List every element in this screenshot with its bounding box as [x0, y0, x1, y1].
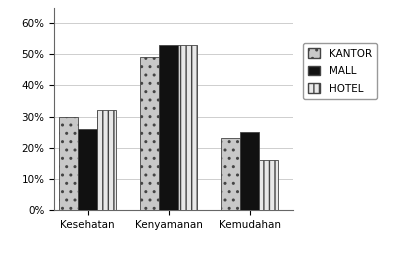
Bar	[159, 45, 178, 210]
Legend: KANTOR, MALL, HOTEL: KANTOR, MALL, HOTEL	[303, 43, 377, 99]
Bar	[240, 132, 259, 210]
Bar	[221, 138, 240, 210]
Bar	[97, 110, 116, 210]
Bar	[259, 160, 278, 210]
Bar	[178, 45, 197, 210]
Bar	[78, 129, 97, 210]
Bar	[59, 116, 78, 210]
Bar	[140, 57, 159, 210]
